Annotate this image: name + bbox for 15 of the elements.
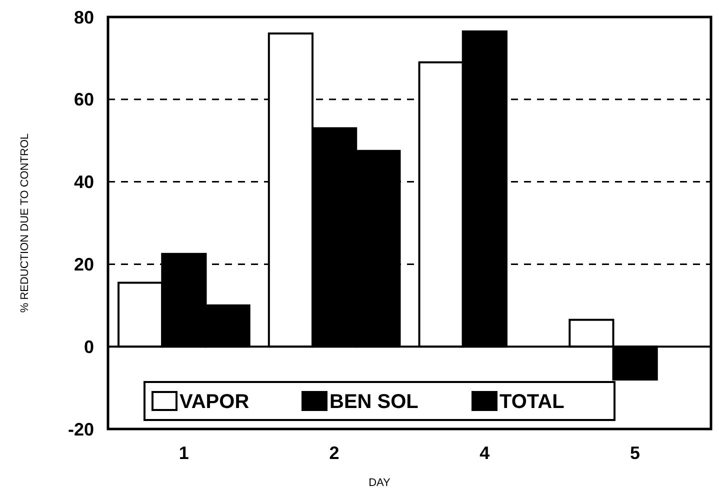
y-axis-title: % REDUCTION DUE TO CONTROL — [19, 133, 31, 313]
y-tick-label: 60 — [74, 90, 94, 110]
y-tick-label: 80 — [74, 7, 94, 28]
y-tick-label: 20 — [74, 254, 94, 274]
x-axis-title: DAY — [368, 477, 392, 489]
y-tick-label: 0 — [84, 336, 94, 357]
legend-label: VAPOR — [180, 391, 250, 413]
y-tick-label: -20 — [68, 419, 94, 440]
x-tick-label: 5 — [630, 443, 640, 463]
x-tick-label: 2 — [329, 443, 340, 463]
y-tick-label: 40 — [74, 172, 94, 192]
x-tick-label: 1 — [178, 443, 189, 463]
legend-label: TOTAL — [500, 391, 564, 413]
legend-label: BEN SOL — [330, 391, 418, 413]
x-tick-label: 4 — [480, 443, 490, 463]
